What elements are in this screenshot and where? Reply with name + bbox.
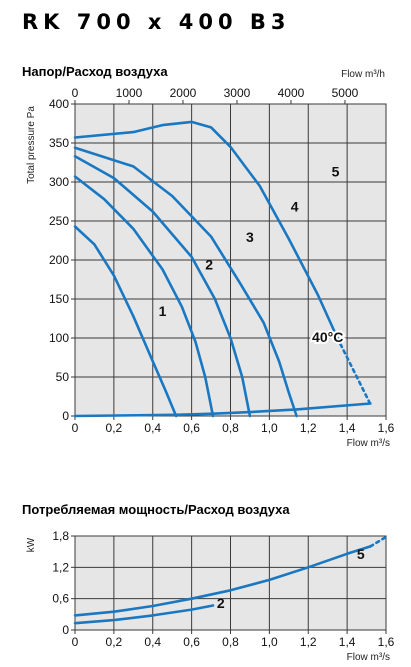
x-tick-label: 1,2 [300, 635, 317, 649]
x-tick-label: 1,0 [261, 635, 278, 649]
curve-label-2: 2 [217, 595, 225, 611]
x-tick-label: 1,4 [339, 635, 356, 649]
curve-label-1: 1 [159, 303, 167, 319]
y-tick-label: 100 [49, 331, 69, 345]
top-tick-label: 4000 [278, 86, 305, 100]
series-line-4 [73, 146, 298, 418]
y-tick-label: 150 [49, 292, 69, 306]
x-tick-label: 0,2 [106, 421, 123, 435]
y-tick-label: 400 [49, 97, 69, 111]
pressure-chart-title: Напор/Расход воздуха [22, 64, 168, 79]
x-axis-label: Flow m³/s [347, 652, 390, 663]
x-axis-label: Flow m³/s [347, 438, 390, 449]
top-tick-label: 2000 [170, 86, 197, 100]
y-axis-label: Total pressure Pa [26, 106, 37, 184]
y-tick-label: 200 [49, 253, 69, 267]
series-line-2 [73, 175, 215, 418]
y-tick-label: 1,2 [52, 560, 69, 574]
x-tick-label: 1,6 [378, 635, 395, 649]
y-tick-label: 250 [49, 214, 69, 228]
x-tick-label: 1,4 [339, 421, 356, 435]
series-line-5-extension [369, 535, 388, 548]
curve-label-3: 3 [246, 229, 254, 245]
y-axis-label: kW [26, 537, 37, 552]
curve-label-2: 2 [205, 256, 213, 272]
curve-label-5: 5 [357, 546, 365, 562]
power-chart-title: Потребляемая мощность/Расход воздуха [22, 502, 290, 517]
pressure-flow-chart: 0 0,2 0,4 0,6 0,8 1,0 1,2 1,4 1,6050100150200250… [26, 69, 395, 449]
x-tick-label: 0,4 [144, 635, 161, 649]
curve-label-4: 4 [291, 199, 299, 215]
y-tick-label: 0 [62, 623, 69, 637]
top-tick-label: 3000 [224, 86, 251, 100]
x-tick-label: 0 [72, 635, 79, 649]
top-axis-label: Flow m³/h [341, 69, 385, 80]
series-line-5-extension [336, 336, 372, 406]
top-tick-label: 1000 [116, 86, 143, 100]
x-tick-label: 1,0 [261, 421, 278, 435]
y-tick-label: 300 [49, 175, 69, 189]
series-line-1 [73, 225, 178, 418]
y-tick-label: 0 [62, 409, 69, 423]
x-tick-label: 0,6 [183, 635, 200, 649]
y-tick-label: 350 [49, 136, 69, 150]
model-title: RK 700 x 400 B3 [22, 10, 291, 34]
top-tick-label: 0 [72, 86, 79, 100]
x-tick-label: 0,2 [106, 635, 123, 649]
top-tick-label: 5000 [332, 86, 359, 100]
x-tick-label: 0,4 [144, 421, 161, 435]
series-line-3 [73, 155, 252, 418]
series-line-5 [73, 545, 372, 617]
series-line-5 [73, 120, 339, 340]
x-tick-label: 0 [72, 421, 79, 435]
series-line-system [73, 402, 372, 418]
x-tick-label: 0,8 [222, 421, 239, 435]
curve-label-5: 5 [332, 164, 340, 180]
y-tick-label: 0,6 [52, 592, 69, 606]
y-tick-label: 50 [56, 370, 70, 384]
x-tick-label: 0,6 [183, 421, 200, 435]
x-tick-label: 0,8 [222, 635, 239, 649]
series-line-2 [73, 604, 215, 625]
x-tick-label: 1,6 [378, 421, 395, 435]
temperature-annotation: 40°C [312, 329, 343, 345]
x-tick-label: 1,2 [300, 421, 317, 435]
y-tick-label: 1,8 [52, 529, 69, 543]
